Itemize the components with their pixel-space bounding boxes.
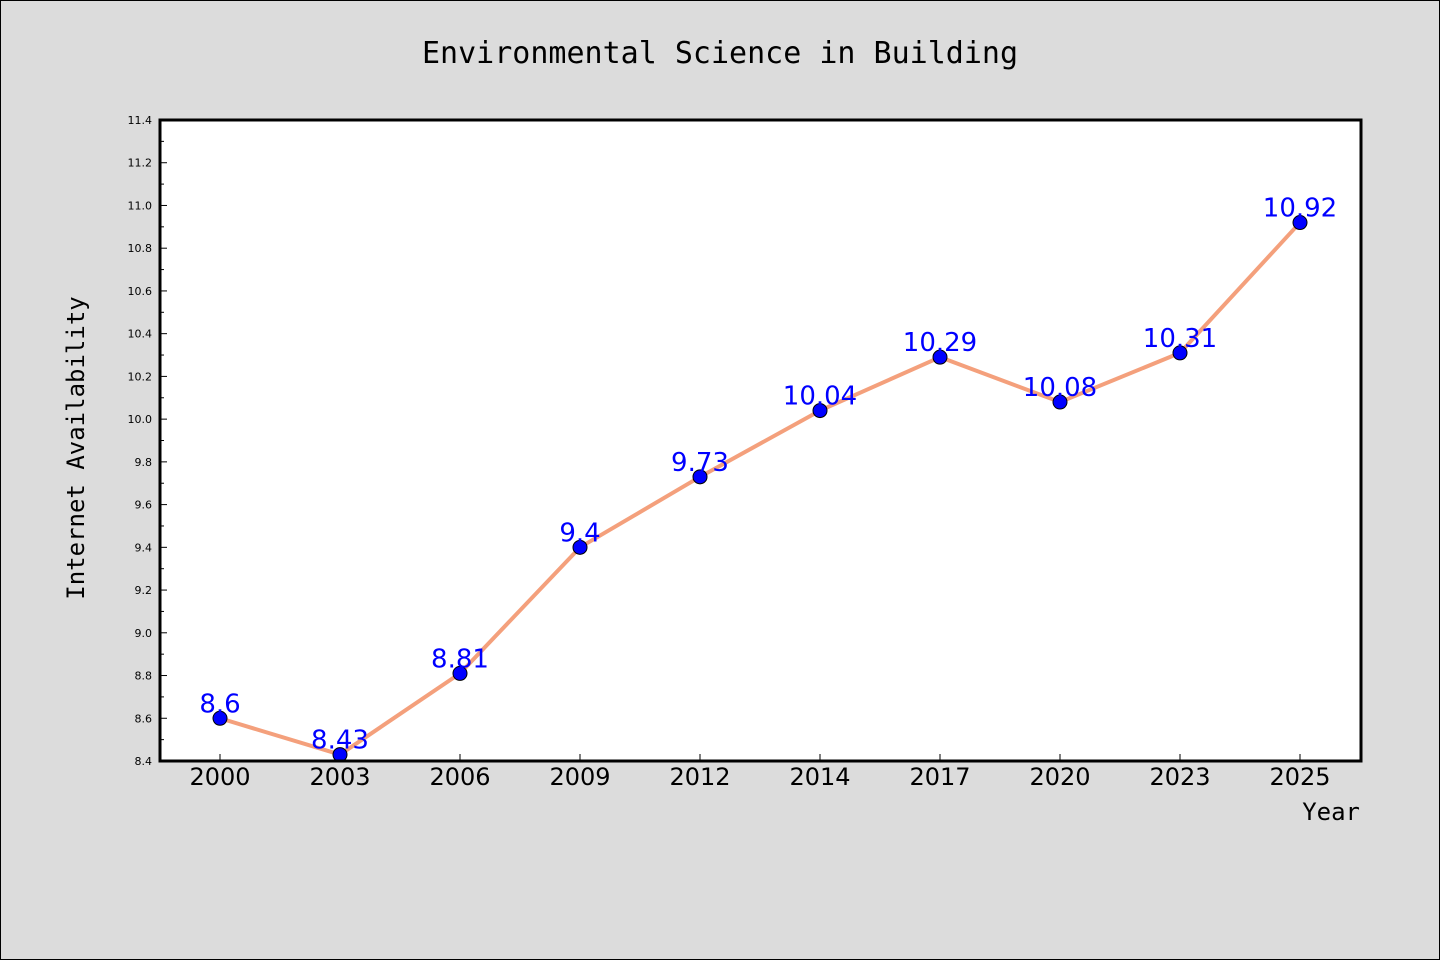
data-point: [572, 539, 588, 555]
data-point: [812, 403, 828, 419]
x-tick-label: 2023: [1149, 763, 1210, 791]
data-label: 10.08: [1023, 373, 1097, 403]
x-axis-label: Year: [1302, 798, 1360, 826]
y-tick-label: 10.0: [128, 413, 153, 426]
x-tick-label: 2017: [909, 763, 970, 791]
y-tick-label: 9.6: [135, 499, 153, 512]
data-point: [452, 665, 468, 681]
y-tick-label: 10.8: [128, 242, 153, 255]
y-tick-label: 11.2: [128, 157, 153, 170]
x-tick-label: 2012: [669, 763, 730, 791]
plot-area: [160, 120, 1361, 761]
y-tick-label: 9.0: [135, 627, 153, 640]
data-point: [692, 469, 708, 485]
data-label: 8.81: [431, 644, 489, 674]
y-tick-label: 8.4: [135, 755, 153, 768]
data-label: 9.73: [671, 448, 729, 478]
y-tick-label: 9.8: [135, 456, 153, 469]
y-tick-label: 9.4: [135, 541, 153, 554]
y-tick-label: 10.6: [128, 285, 153, 298]
x-tick-label: 2000: [189, 763, 250, 791]
y-axis-label: Internet Availability: [62, 296, 90, 599]
data-point: [1052, 394, 1068, 410]
x-tick-label: 2003: [309, 763, 370, 791]
x-tick-label: 2009: [549, 763, 610, 791]
x-tick-label: 2006: [429, 763, 490, 791]
y-tick-label: 11.0: [128, 199, 153, 212]
data-label: 10.31: [1143, 324, 1217, 354]
data-label: 8.6: [199, 689, 240, 719]
data-point: [1172, 345, 1188, 361]
data-point: [1292, 215, 1308, 231]
y-tick-label: 11.4: [128, 114, 153, 127]
data-label: 10.04: [783, 382, 857, 412]
series-line: [219, 221, 1302, 757]
y-tick-label: 10.2: [128, 370, 153, 383]
chart-title: Environmental Science in Building: [422, 36, 1018, 71]
data-label: 8.43: [311, 726, 369, 756]
y-tick-label: 8.8: [135, 670, 153, 683]
y-tick-label: 8.6: [135, 712, 153, 725]
data-label: 10.92: [1263, 194, 1337, 224]
x-tick-label: 2014: [789, 763, 850, 791]
x-tick-label: 2020: [1029, 763, 1090, 791]
x-axis: 2000 2003 2006 2009 2012 2014 2017 2020 2023 2025: [189, 754, 1331, 791]
data-label: 9.4: [559, 518, 600, 548]
data-label: 10.29: [903, 328, 977, 358]
y-tick-label: 10.4: [128, 328, 153, 341]
data-point: [932, 349, 948, 365]
data-point: [212, 710, 228, 726]
series-group: 8.6 8.43 8.81 9.4 9.73 10.04 10.29 10.08 10.31 10…: [199, 194, 1337, 763]
y-tick-label: 9.2: [135, 584, 153, 597]
x-tick-label: 2025: [1269, 763, 1330, 791]
plot-border: [158, 118, 1363, 763]
